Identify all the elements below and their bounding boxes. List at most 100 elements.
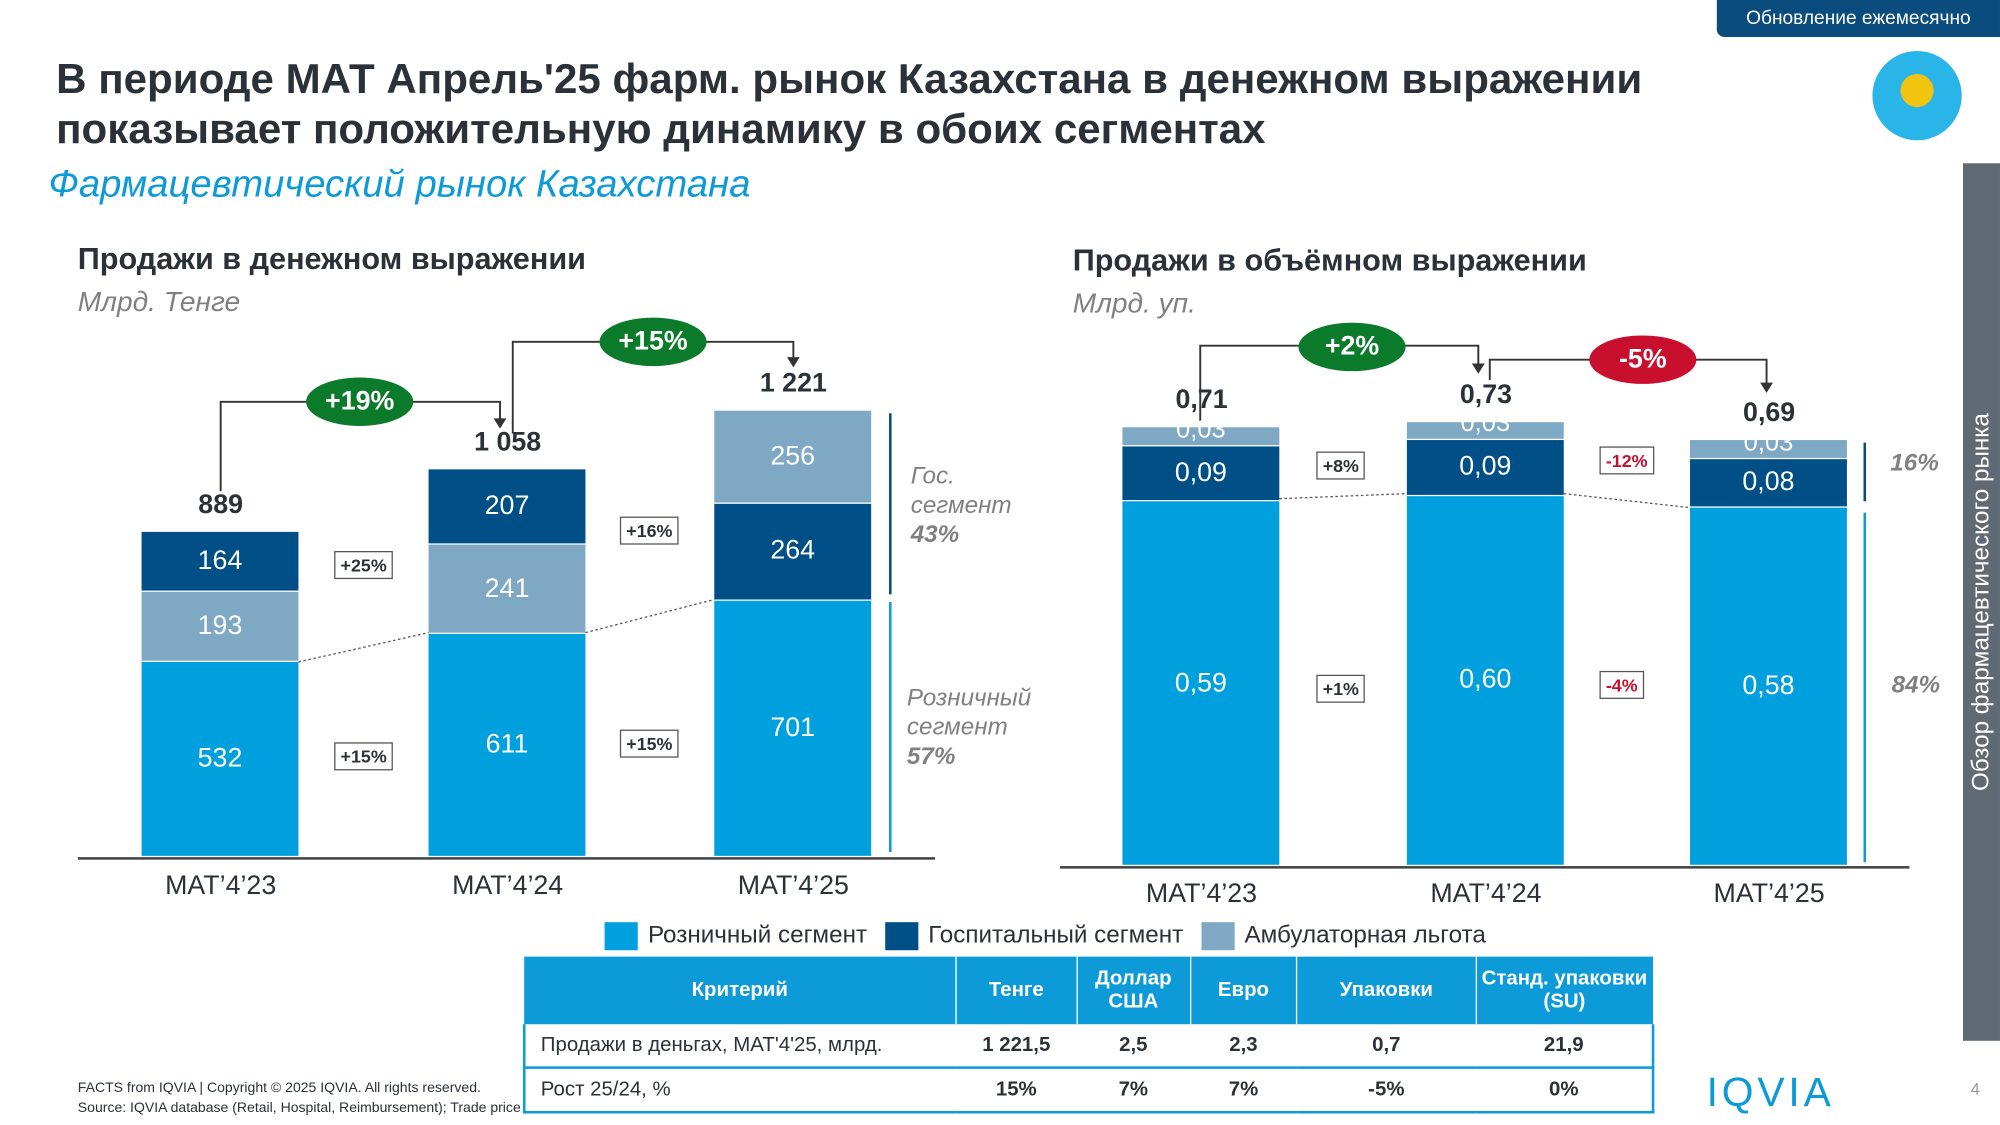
x-axis — [77, 857, 935, 860]
retail-share-volume: 84% — [1891, 672, 1941, 699]
x-tick-label: MAT’4’25 — [737, 871, 849, 901]
decline-arrow-box: -4% — [1599, 670, 1644, 699]
bar-segment: 193 — [141, 591, 299, 662]
cell: 2,3 — [1190, 1024, 1297, 1069]
bar-segment: 256 — [714, 410, 872, 503]
page-number: 4 — [1970, 1079, 1980, 1099]
cell: 0% — [1475, 1067, 1655, 1114]
growth-arrow-box: +8% — [1316, 451, 1366, 480]
bar-segment: 0,03 — [1122, 416, 1280, 445]
bar-segment: 164 — [141, 531, 299, 591]
x-tick-label: MAT’4’24 — [1430, 878, 1542, 909]
retail-segment-note: Розничный сегмент 57% — [907, 684, 1031, 772]
bar-total: 1 221 — [759, 368, 827, 398]
cell: 15% — [955, 1067, 1077, 1114]
th: Евро — [1190, 956, 1298, 1025]
chart-unit-volume: Млрд. уп. — [1072, 286, 1196, 319]
bar-segment: 264 — [714, 503, 872, 600]
x-tick-label: MAT’4’23 — [1145, 878, 1258, 909]
th: Критерий — [524, 956, 957, 1025]
growth-arrow-box: +1% — [1316, 674, 1366, 703]
bar-segment: 0,09 — [1406, 440, 1564, 495]
bar-segment: 0,59 — [1122, 501, 1280, 865]
bar-segment: 0,60 — [1406, 495, 1564, 865]
bar-segment: 532 — [141, 662, 299, 856]
gov-segment-note: Гос. сегмент 43% — [911, 462, 1012, 550]
cell: 0,7 — [1296, 1024, 1476, 1069]
cell: 1 221,5 — [955, 1024, 1077, 1069]
gov-share-volume: 16% — [1890, 450, 1939, 478]
growth-bubble: -5% — [1589, 335, 1697, 384]
chart-unit-value: Млрд. Тенге — [77, 285, 241, 318]
bar-total: 1 058 — [474, 427, 542, 457]
x-tick-label: MAT’4’23 — [165, 871, 277, 901]
growth-arrow-box: +15% — [334, 742, 394, 771]
th: Упаковки — [1296, 956, 1477, 1025]
cell: 2,5 — [1076, 1024, 1191, 1069]
growth-bubble: +15% — [599, 317, 707, 367]
table-header-row: Критерий Тенге Доллар США Евро Упаковки … — [524, 956, 1654, 1025]
legend-swatch — [884, 922, 919, 951]
retail-note-line2: сегмент — [906, 714, 1008, 742]
legend-label: Амбулаторная льгота — [1244, 922, 1486, 949]
bar-segment: 0,08 — [1690, 458, 1847, 507]
table-row: Рост 25/24, % 15% 7% 7% -5% 0% — [522, 1067, 1655, 1114]
chart-title-value: Продажи в денежном выражении — [77, 242, 586, 277]
legend-label: Госпитальный сегмент — [928, 922, 1184, 949]
th: Доллар США — [1076, 956, 1191, 1025]
summary-table: Критерий Тенге Доллар США Евро Упаковки … — [522, 956, 1655, 1114]
decline-arrow-box: -12% — [1599, 446, 1654, 475]
bar-total: 0,73 — [1459, 379, 1513, 409]
legend: Розничный сегмент Госпитальный сегмент А… — [604, 922, 1486, 951]
copyright: FACTS from IQVIA | Copyright © 2025 IQVI… — [77, 1080, 481, 1096]
bar-segment: 0,03 — [1690, 428, 1847, 458]
iqvia-logo: IQVIA — [1706, 1068, 1835, 1115]
th: Станд. упаковки (SU) — [1475, 956, 1654, 1025]
legend-item-retail: Розничный сегмент — [604, 922, 868, 951]
th: Тенге — [955, 956, 1078, 1025]
bar-segment: 0,09 — [1122, 446, 1280, 501]
growth-bubble: +19% — [306, 377, 414, 427]
growth-arrow-box: +25% — [334, 551, 394, 580]
cell: -5% — [1296, 1067, 1476, 1114]
cell: Продажи в деньгах, MAT'4'25, млрд. — [522, 1024, 956, 1069]
bar-segment: 701 — [714, 600, 872, 856]
bar-segment: 241 — [428, 545, 586, 633]
cell: Рост 25/24, % — [522, 1067, 956, 1114]
legend-swatch — [1201, 922, 1235, 951]
source: Source: IQVIA database (Retail, Hospital… — [77, 1100, 521, 1117]
update-badge: Обновление ежемесячно — [1716, 0, 2000, 37]
slide-title: В периоде МАТ Апрель'25 фарм. рынок Каза… — [56, 54, 1643, 152]
bar-segment: 0,03 — [1406, 409, 1564, 439]
table-row: Продажи в деньгах, MAT'4'25, млрд. 1 221,… — [522, 1024, 1655, 1069]
gov-note-line1: Гос. — [910, 463, 955, 490]
legend-item-reimb: Амбулаторная льгота — [1201, 922, 1486, 951]
gov-note-line2: сегмент — [910, 492, 1012, 520]
bar-total: 889 — [198, 489, 244, 519]
bar-segment: 207 — [428, 469, 586, 544]
x-tick-label: MAT’4’24 — [452, 871, 564, 901]
cell: 21,9 — [1475, 1024, 1655, 1069]
side-tab: Обзор фармацевтического рынка — [1962, 163, 2000, 1041]
growth-arrow-box: +16% — [619, 516, 679, 545]
bar-segment: 0,58 — [1690, 507, 1847, 865]
retail-note-share: 57% — [906, 743, 956, 771]
chart-title-volume: Продажи в объёмном выражении — [1072, 243, 1587, 279]
flag-sun-icon — [1900, 73, 1934, 108]
cell: 7% — [1076, 1067, 1191, 1114]
growth-bubble: +2% — [1298, 322, 1406, 372]
growth-arrow-box: +15% — [619, 729, 679, 758]
bar-segment: 611 — [428, 633, 586, 856]
bar-total: 0,71 — [1175, 385, 1228, 415]
retail-note-line1: Розничный — [906, 684, 1032, 712]
x-tick-label: MAT’4’25 — [1713, 878, 1825, 909]
legend-swatch — [604, 922, 638, 951]
slide-subtitle: Фармацевтический рынок Казахстана — [48, 163, 751, 206]
x-axis — [1059, 866, 1910, 869]
cell: 7% — [1190, 1067, 1297, 1114]
legend-label: Розничный сегмент — [647, 922, 868, 949]
footer: FACTS from IQVIA | Copyright © 2025 IQVI… — [78, 1078, 521, 1119]
gov-note-share: 43% — [910, 521, 960, 549]
